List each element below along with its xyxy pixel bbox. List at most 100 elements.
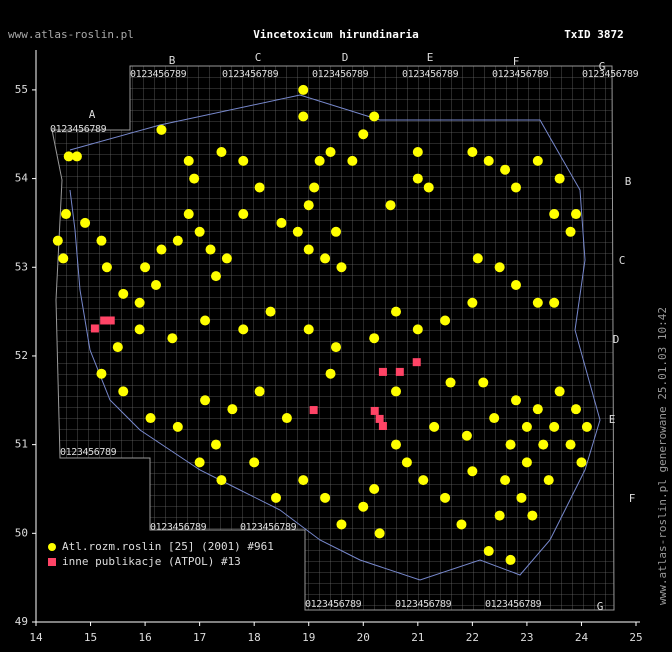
point: [494, 510, 505, 521]
x-tick-label: 16: [138, 631, 151, 644]
x-tick-label: 19: [302, 631, 315, 644]
border: [69, 94, 601, 581]
point: [167, 333, 178, 344]
point: [80, 217, 91, 228]
point: [521, 421, 532, 432]
row-letter: G: [597, 600, 604, 613]
point: [309, 182, 320, 193]
y-tick-label: 54: [15, 172, 29, 185]
point: [538, 439, 549, 450]
point: [331, 226, 341, 237]
point: [194, 457, 205, 468]
point: [532, 155, 543, 166]
point: [205, 244, 216, 255]
row-letter: F: [629, 492, 636, 505]
column-letter: E: [427, 51, 434, 64]
x-tick-label: 17: [193, 631, 206, 644]
row-letter: B: [625, 175, 632, 188]
point: [58, 253, 69, 264]
point: [134, 324, 145, 335]
digit-strip: 0123456789: [222, 69, 279, 80]
point: [378, 422, 387, 431]
point: [314, 155, 325, 166]
point: [532, 297, 543, 308]
point: [134, 297, 145, 308]
column-letter: G: [599, 60, 606, 73]
point: [445, 377, 456, 388]
grid-area: [51, 65, 615, 611]
y-tick-label: 52: [15, 349, 28, 362]
point: [378, 367, 387, 376]
legend-marker: [48, 543, 56, 551]
point: [549, 421, 560, 432]
x-tick-label: 21: [411, 631, 424, 644]
point: [472, 253, 483, 264]
digit-strip: 0123456789: [402, 69, 459, 80]
point: [281, 413, 292, 424]
point: [118, 288, 129, 299]
point: [221, 253, 232, 264]
point: [61, 209, 71, 220]
point: [478, 377, 489, 388]
point: [401, 457, 412, 468]
point: [101, 262, 112, 273]
point: [336, 519, 347, 530]
point: [571, 404, 581, 415]
point: [320, 253, 331, 264]
point: [505, 554, 516, 565]
point: [100, 316, 109, 325]
y-tick-label: 50: [15, 526, 28, 539]
column-letter: F: [513, 55, 520, 68]
point: [516, 492, 527, 503]
point: [96, 235, 107, 246]
site: www.atlas-roslin.pl: [8, 28, 134, 41]
column-letter: A: [89, 108, 96, 121]
point: [336, 262, 347, 273]
x-tick-label: 22: [466, 631, 479, 644]
point: [494, 262, 505, 273]
y-tick-label: 51: [15, 438, 28, 451]
x-tick-label: 23: [520, 631, 533, 644]
point: [331, 342, 341, 353]
point: [347, 155, 358, 166]
digit-strip: 0123456789: [395, 599, 452, 610]
row-letter: E: [609, 413, 616, 426]
digit-strip: 0123456789: [240, 522, 297, 533]
point: [96, 368, 107, 379]
point: [200, 315, 211, 326]
column-letter: C: [255, 51, 262, 64]
point: [391, 386, 401, 397]
legend-marker: [48, 558, 56, 566]
point: [358, 129, 369, 140]
point: [254, 386, 265, 397]
point: [549, 209, 560, 220]
point: [309, 406, 318, 415]
point: [429, 421, 440, 432]
point: [527, 510, 538, 521]
column-letter: D: [342, 51, 349, 64]
point: [52, 235, 63, 246]
point: [576, 457, 587, 468]
point: [511, 395, 521, 406]
point: [298, 84, 309, 95]
point: [565, 226, 576, 237]
point: [112, 342, 123, 353]
point: [483, 546, 494, 557]
digit-strip: 0123456789: [312, 69, 369, 80]
title: Vincetoxicum hirundinaria: [253, 28, 419, 41]
point: [412, 146, 423, 157]
point: [412, 173, 423, 184]
point: [325, 368, 336, 379]
txid: TxID 3872: [564, 28, 624, 41]
point: [375, 414, 384, 423]
point: [106, 316, 115, 325]
point: [571, 209, 581, 220]
point: [554, 386, 565, 397]
column-letter: B: [169, 54, 176, 67]
point: [71, 151, 82, 162]
point: [581, 421, 592, 432]
point: [440, 492, 451, 503]
point: [238, 324, 249, 335]
point: [325, 146, 336, 157]
